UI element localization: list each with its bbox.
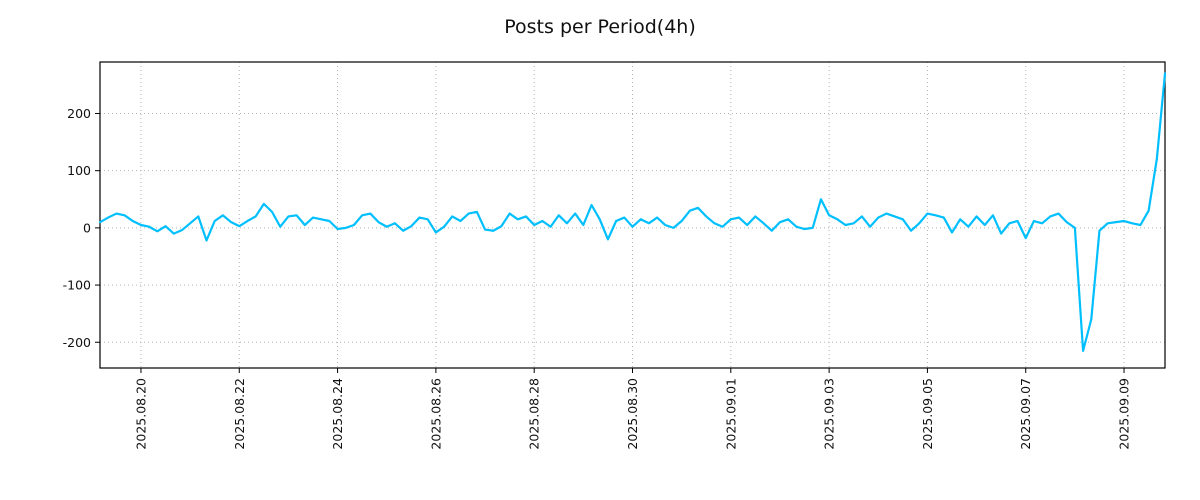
x-tick-label: 2025.08.30 <box>625 378 640 450</box>
y-tick-label: 200 <box>67 106 91 121</box>
x-tick-label: 2025.08.26 <box>428 378 443 450</box>
x-tick-label: 2025.09.07 <box>1018 378 1033 450</box>
axes <box>95 61 1166 373</box>
grid <box>100 62 1165 368</box>
x-tick-label: 2025.09.03 <box>822 378 837 450</box>
x-tick-label: 2025.08.20 <box>133 378 148 450</box>
series-line <box>98 72 1167 352</box>
y-tick-label: -200 <box>63 335 91 350</box>
plot-frame <box>99 61 1166 369</box>
series <box>98 72 1167 352</box>
x-tick-label: 2025.09.09 <box>1117 378 1132 450</box>
y-tick-label: 100 <box>67 163 91 178</box>
chart-title: Posts per Period(4h) <box>504 16 696 38</box>
x-tick-label: 2025.08.28 <box>527 378 542 450</box>
y-tick-label: -100 <box>63 278 91 293</box>
x-tick-label: 2025.09.01 <box>723 378 738 450</box>
y-tick-label: 0 <box>83 220 91 235</box>
x-tick-label: 2025.08.22 <box>232 378 247 450</box>
x-tick-label: 2025.09.05 <box>920 378 935 450</box>
tick-labels: -200 -100 0 100 200 2025.08.20 2025.08.22 2025.… <box>63 106 1132 450</box>
x-tick-label: 2025.08.24 <box>330 378 345 450</box>
